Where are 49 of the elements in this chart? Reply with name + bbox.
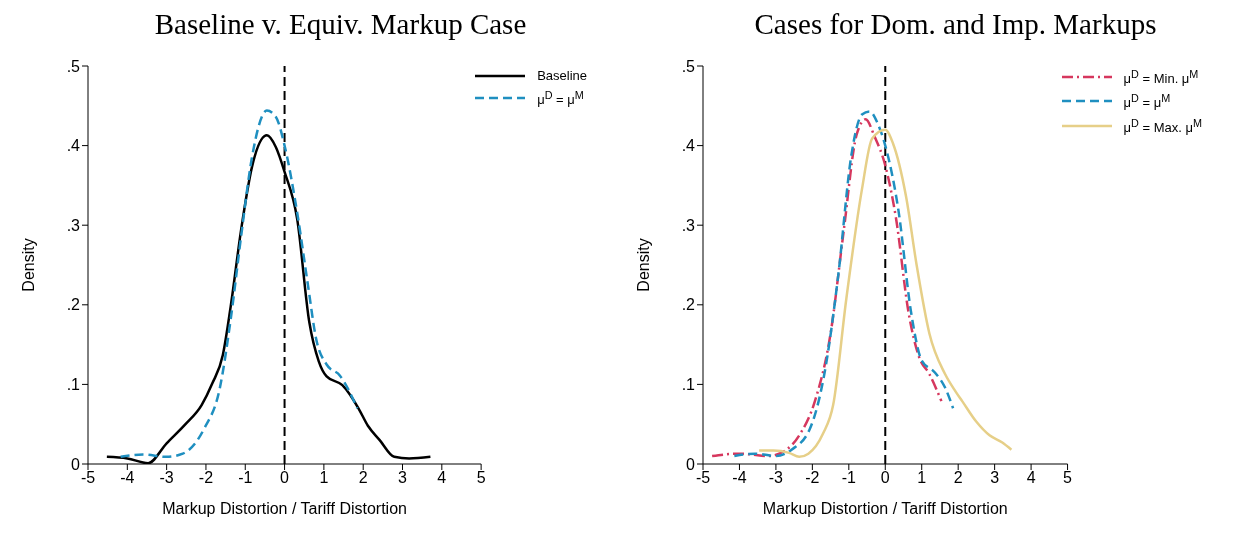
- x-tick-label: 4: [437, 469, 447, 487]
- x-tick-label: -3: [768, 469, 784, 487]
- x-tick-label: 3: [990, 469, 1000, 487]
- x-tick-label: 1: [319, 469, 329, 487]
- legend-label: μ$^{D}$ = Max. μ$^{M}$: [1123, 116, 1202, 135]
- y-tick-label: .2: [66, 296, 81, 314]
- x-tick-label: 4: [1026, 469, 1036, 487]
- x-tick-label: 2: [358, 469, 368, 487]
- y-tick-label: .5: [681, 57, 696, 75]
- line-series: [757, 128, 1013, 459]
- y-tick-label: 0: [686, 455, 696, 473]
- legend-label: μ$^{D}$ = μ$^{M}$: [1123, 92, 1171, 111]
- x-tick-label: 1: [917, 469, 927, 487]
- chart-title: Baseline v. Equiv. Markup Case: [153, 8, 528, 42]
- x-tick-label: 0: [280, 469, 290, 487]
- x-tick-label: -1: [238, 469, 253, 487]
- x-tick-label: 5: [476, 469, 486, 487]
- x-tick-label: -2: [198, 469, 214, 487]
- x-tick-label: 2: [953, 469, 963, 487]
- y-tick-label: .5: [66, 57, 81, 75]
- y-tick-label: .1: [66, 376, 81, 394]
- line-series: [710, 118, 943, 458]
- legend-label: μ$^{D}$ = Min. μ$^{M}$: [1123, 68, 1199, 87]
- y-tick-label: .2: [681, 296, 696, 314]
- y-tick-label: .3: [66, 216, 81, 234]
- y-axis-title: Density: [634, 238, 652, 292]
- y-tick-label: .1: [681, 376, 696, 394]
- legend-label: Baseline: [537, 68, 587, 83]
- x-tick-label: -4: [120, 469, 135, 487]
- y-tick-label: .4: [66, 137, 81, 155]
- y-tick-label: .3: [681, 216, 696, 234]
- y-tick-label: .4: [681, 137, 696, 155]
- y-axis-title: Density: [19, 238, 37, 292]
- x-tick-label: 5: [1063, 469, 1073, 487]
- y-tick-label: 0: [71, 455, 81, 473]
- x-tick-label: -2: [805, 469, 820, 487]
- x-axis-title: Markup Distortion / Tariff Distortion: [162, 500, 407, 517]
- line-series: [733, 110, 955, 458]
- x-tick-label: -4: [732, 469, 747, 487]
- x-tick-label: -3: [159, 469, 174, 487]
- x-tick-label: -5: [695, 469, 711, 487]
- line-series: [119, 109, 359, 459]
- x-tick-label: -5: [80, 469, 96, 487]
- chart-title: Cases for Dom. and Imp. Markups: [753, 8, 1158, 42]
- x-tick-label: -1: [841, 469, 857, 487]
- x-tick-label: 3: [398, 469, 408, 487]
- x-axis-title: Markup Distortion / Tariff Distortion: [762, 500, 1008, 517]
- x-tick-label: 0: [880, 469, 890, 487]
- legend-label: μ$^{D}$ = μ$^{M}$: [537, 89, 584, 108]
